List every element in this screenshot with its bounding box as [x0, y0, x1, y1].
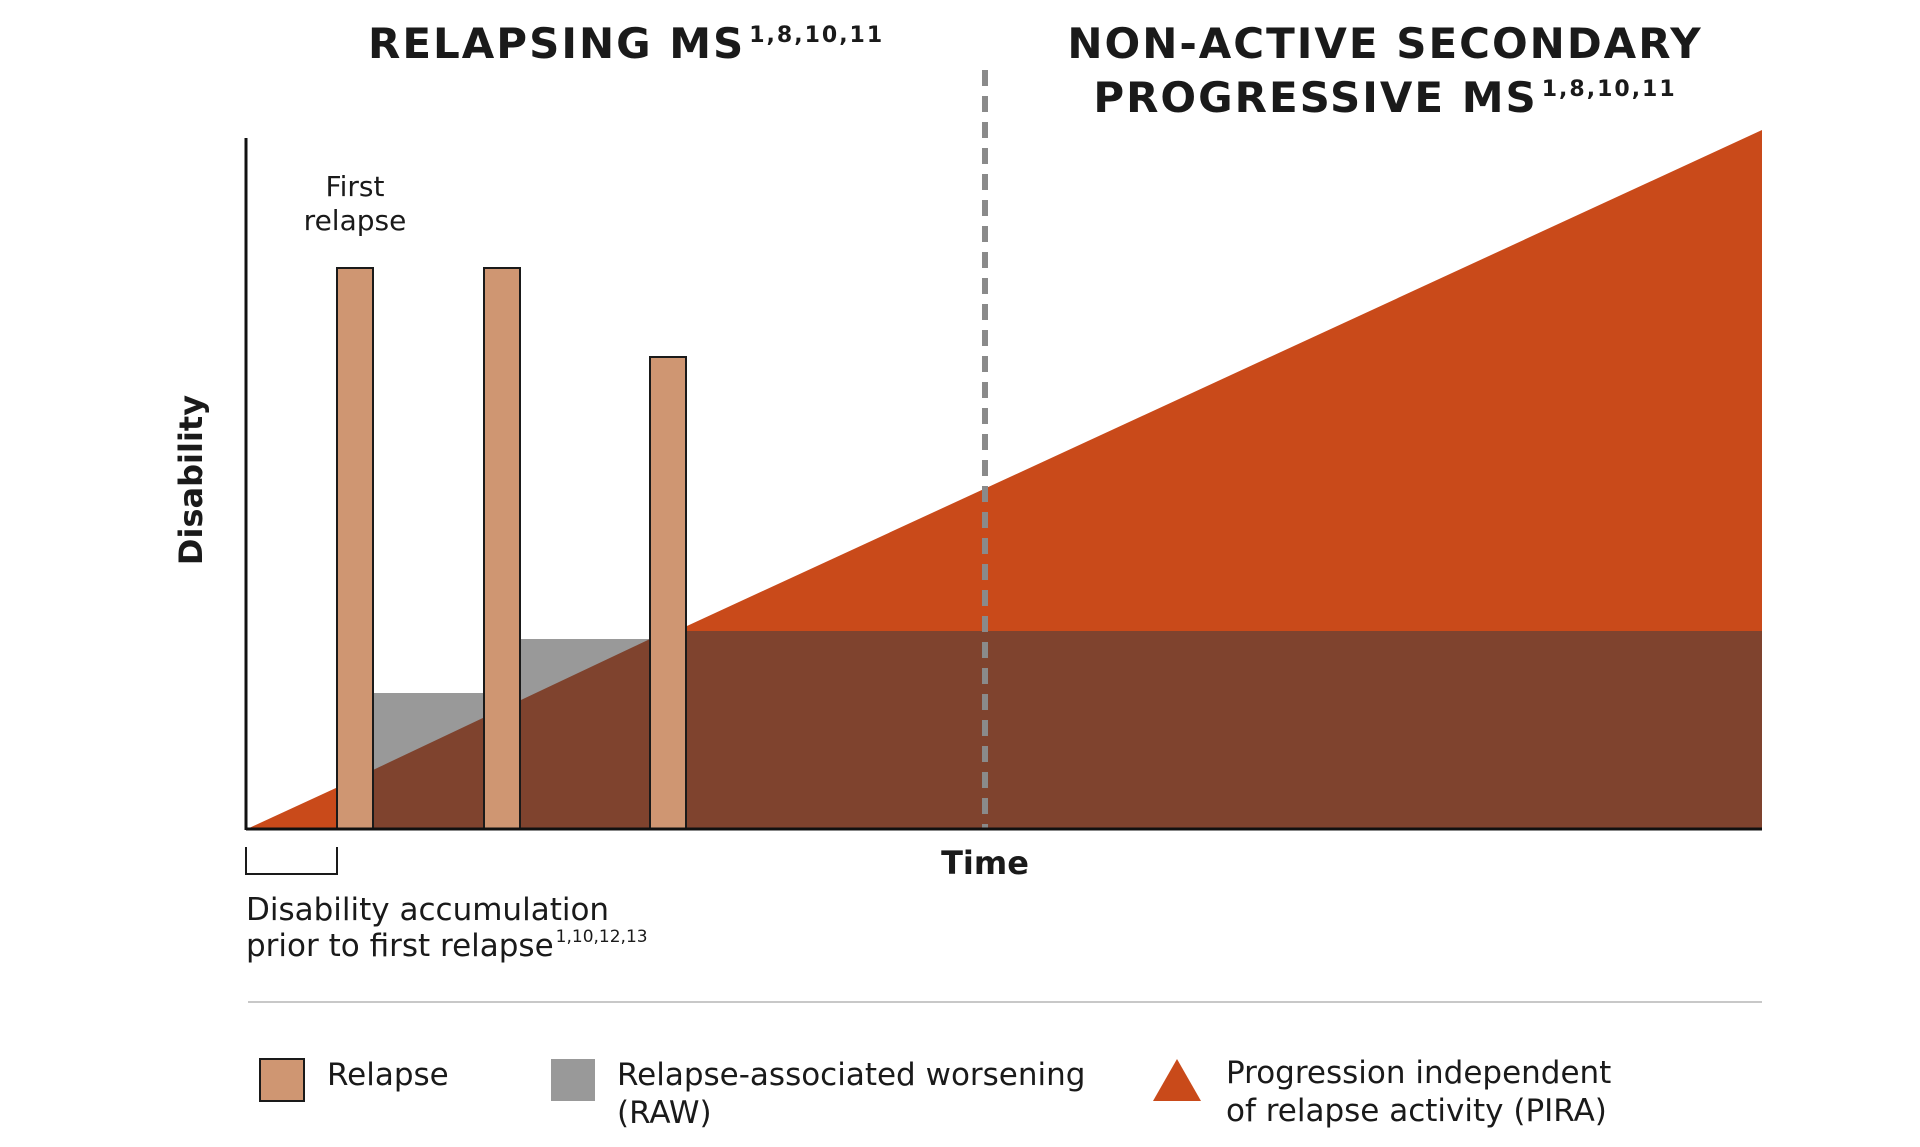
relapse-bar [336, 267, 374, 830]
relapse-bar [483, 267, 521, 830]
y-axis-label: Disability [172, 395, 210, 565]
legend-pira-label-line1: Progression independent [1226, 1055, 1611, 1091]
pre-relapse-label-line2: prior to first relapse 1,10,12,13 [246, 927, 648, 964]
legend-relapse-label: Relapse [327, 1057, 449, 1093]
overlap-area [337, 631, 1762, 829]
relapsing-ms-heading: RELAPSING MS 1,8,10,11 [368, 19, 884, 68]
legend-raw-label-line1: Relapse-associated worsening [617, 1057, 1085, 1093]
first-relapse-label-line2: relapse [304, 204, 407, 237]
legend-pira-triangle-icon [1153, 1059, 1201, 1101]
relapse-bar [649, 356, 687, 830]
x-axis-label: Time [941, 844, 1029, 882]
first-relapse-label-line1: First [326, 170, 385, 203]
legend-raw-label-line2: (RAW) [617, 1095, 712, 1131]
pre-relapse-label-line1: Disability accumulation [246, 892, 609, 928]
legend-relapse-swatch [259, 1058, 305, 1102]
pre-relapse-bracket [245, 847, 338, 875]
legend-raw-swatch [551, 1059, 595, 1101]
nasp-ms-heading-line1: NON-ACTIVE SECONDARY [1067, 19, 1702, 68]
nasp-ms-heading-line2: PROGRESSIVE MS 1,8,10,11 [1093, 73, 1676, 122]
legend-pira-label-line2: of relapse activity (PIRA) [1226, 1093, 1607, 1129]
